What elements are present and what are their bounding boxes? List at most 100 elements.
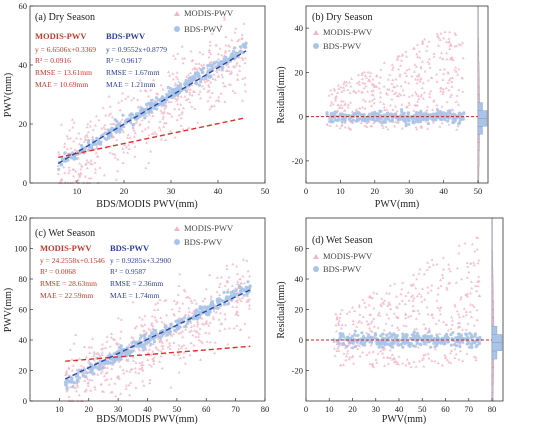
panel-d-modis-point	[456, 321, 460, 324]
panel-d-bds-point	[403, 342, 407, 346]
panel-c-modis-point	[125, 369, 129, 373]
panel-a-bds-point	[57, 167, 61, 171]
panel-b-modis-point	[447, 37, 451, 40]
panel-b-modis-point	[405, 55, 409, 58]
panel-c-modis-point	[138, 315, 142, 319]
panel-c-modis-point	[86, 360, 90, 363]
panel-d-modis-point	[395, 326, 399, 329]
panel-d-modis-point	[370, 330, 374, 333]
panel-c-bds-point	[92, 365, 96, 369]
panel-a-bds-point	[223, 57, 227, 61]
panel-b-modis-point	[420, 93, 423, 96]
panel-a-bds-point	[145, 107, 149, 112]
panel-c-bds-point	[101, 365, 105, 370]
panel-a-modis-point	[158, 120, 162, 123]
panel-a-legend-bds-label: BDS-PWV	[184, 24, 223, 34]
panel-c-modis-point	[141, 379, 145, 383]
panel-c-modis-point	[236, 282, 240, 285]
panel-a-bds-point	[114, 130, 118, 134]
panel-d-modis-point	[445, 286, 449, 289]
panel-d-bds-point	[341, 342, 345, 346]
panel-d-bds-point	[456, 336, 460, 340]
panel-c-modis-point	[192, 324, 196, 327]
panel-b-modis-point	[414, 125, 418, 129]
panel-b-bds-point	[462, 112, 466, 116]
panel-a-modis-point	[199, 96, 202, 100]
panel-d-modis-point	[379, 349, 383, 353]
panel-b-modis-point	[441, 78, 445, 81]
panel-d-modis-point	[443, 353, 447, 357]
panel-b-modis-point	[388, 103, 392, 107]
panel-a-modis-point	[223, 18, 226, 21]
panel-b-bds-point	[431, 118, 435, 122]
panel-c-modis-point	[177, 284, 181, 287]
panel-a-modis-point	[186, 97, 190, 100]
panel-a-modis-point	[174, 57, 177, 60]
panel-c-modis-point	[212, 317, 216, 321]
panel-c-modis-point	[218, 329, 222, 332]
panel-d-bds-point	[337, 342, 341, 346]
panel-b-modis-point	[414, 77, 417, 81]
panel-b-modis-point	[348, 91, 352, 94]
panel-c-x-tick-label: 50	[173, 404, 182, 414]
panel-a-modis-point	[155, 133, 159, 136]
panel-d-modis-point	[429, 288, 433, 292]
panel-b-modis-point	[432, 55, 436, 58]
panel-c-modis-fit-equation: y = 24.2558x+0.1546	[40, 256, 105, 265]
panel-d-modis-point	[340, 308, 344, 312]
panel-c-x-axis-label: BDS/MODIS PWV(mm)	[96, 414, 197, 425]
panel-a-modis-point	[217, 95, 221, 99]
panel-b-modis-point	[391, 108, 395, 111]
panel-d-bds-point	[410, 333, 414, 337]
panel-d-modis-point	[369, 296, 373, 299]
panel-a-modis-point	[219, 92, 223, 95]
panel-b-modis-point	[412, 70, 416, 73]
panel-c-modis-point	[189, 325, 193, 328]
panel-c-modis-point	[187, 313, 191, 317]
panel-b-modis-point	[348, 80, 351, 84]
panel-c-modis-point	[182, 355, 186, 359]
panel-d-modis-point	[372, 317, 376, 320]
panel-c-modis-point	[203, 296, 207, 300]
panel-c-modis-point	[110, 332, 114, 335]
panel-c-modis-point	[184, 346, 188, 350]
panel-d-x-tick-label: 50	[418, 404, 427, 414]
panel-c-modis-point	[92, 358, 96, 362]
panel-d-modis-point	[468, 310, 472, 313]
panel-a-modis-point	[179, 95, 183, 98]
panel-a-modis-point	[88, 161, 92, 165]
panel-d-modis-point	[337, 349, 341, 352]
panel-c-modis-point	[189, 329, 193, 332]
panel-d-modis-point	[450, 323, 454, 326]
panel-a-modis-point	[189, 71, 192, 74]
panel-b-bds-point	[347, 117, 352, 121]
panel-c-y-axis-label: PWV(mm)	[3, 288, 14, 332]
panel-c-modis-point	[245, 294, 249, 298]
panel-c-bds-point	[129, 349, 133, 353]
panel-a-modis-point	[161, 117, 165, 120]
panel-b-modis-point	[400, 126, 404, 130]
panel-b-modis-point	[441, 87, 445, 91]
panel-a-modis-point	[234, 63, 238, 67]
panel-d-modis-point	[453, 303, 457, 306]
panel-a-modis-point	[147, 120, 151, 123]
panel-d-bds-point	[361, 336, 365, 340]
panel-d-histogram-bar	[491, 292, 494, 302]
panel-c-bds-point	[192, 317, 196, 321]
panel-d-modis-point	[460, 277, 464, 281]
panel-c-modis-point	[223, 327, 227, 330]
panel-c-bds-point	[185, 322, 189, 326]
panel-d-modis-point	[464, 310, 468, 313]
panel-c-modis-point	[177, 316, 181, 320]
panel-a-modis-point	[123, 143, 127, 146]
panel-c-modis-point	[223, 284, 227, 287]
panel-b-histogram-bar	[477, 102, 483, 111]
panel-c-modis-point	[159, 337, 163, 341]
panel-b-modis-point	[416, 78, 420, 81]
panel-d-legend-modis-marker-icon	[313, 254, 319, 259]
panel-b-bds-point	[338, 112, 343, 116]
panel-a-modis-point	[89, 119, 93, 123]
panel-a-modis-point	[188, 88, 192, 91]
panel-c-modis-point	[163, 299, 167, 302]
panel-a-modis-point	[114, 178, 118, 181]
